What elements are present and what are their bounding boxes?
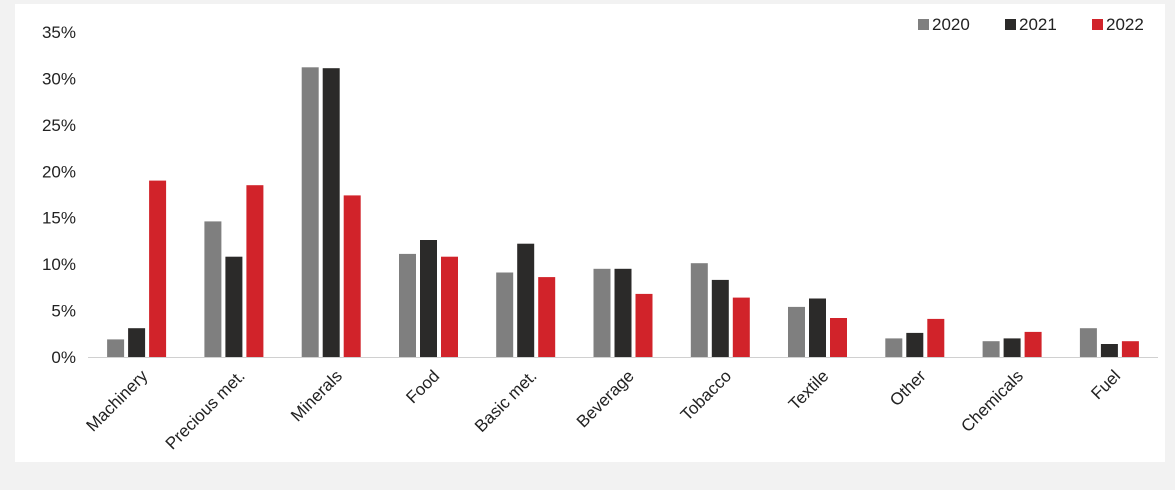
y-tick-label: 0% [51, 348, 76, 367]
bar [246, 185, 264, 357]
bar [690, 263, 708, 357]
x-tick-label: Tobacco [677, 366, 735, 424]
bar [1079, 328, 1097, 357]
bar [420, 240, 437, 357]
y-tick-label: 35% [42, 23, 76, 42]
bar [711, 279, 729, 357]
x-tick-label: Chemicals [957, 366, 1027, 436]
x-tick-label: Textile [785, 366, 833, 414]
legend-swatch [1092, 19, 1103, 30]
bar [927, 318, 945, 357]
legend-swatch [918, 19, 929, 30]
legend-label: 2022 [1106, 15, 1144, 34]
x-axis-labels: Machinery Precious met. Minerals Food Basic … [83, 366, 1125, 453]
y-tick-label: 25% [42, 116, 76, 135]
bar [1003, 338, 1021, 357]
legend: 2020 2021 2022 [918, 15, 1144, 34]
bar [517, 243, 535, 357]
bar [982, 341, 1000, 357]
bar [830, 318, 847, 357]
bar [322, 68, 340, 357]
legend-label: 2021 [1019, 15, 1057, 34]
bar [204, 221, 222, 357]
x-tick-label: Other [886, 366, 930, 410]
x-tick-label: Machinery [83, 366, 152, 435]
x-tick-label: Food [402, 366, 443, 407]
bar [441, 256, 458, 357]
legend-label: 2020 [932, 15, 970, 34]
x-tick-label: Fuel [1087, 366, 1124, 403]
y-tick-label: 10% [42, 255, 76, 274]
bar [635, 293, 653, 357]
bar [128, 328, 146, 357]
bar [107, 339, 125, 357]
y-tick-label: 20% [42, 162, 76, 181]
y-tick-label: 5% [51, 302, 76, 321]
bar [1024, 331, 1042, 357]
x-tick-label: Minerals [287, 366, 346, 425]
bar [788, 306, 805, 357]
bar [496, 272, 514, 357]
bar [225, 256, 243, 357]
bar [732, 297, 750, 357]
bar [809, 298, 826, 357]
bar [1100, 344, 1118, 357]
bar [343, 195, 361, 357]
bar [301, 67, 319, 358]
bar [149, 180, 167, 357]
bar [1121, 341, 1139, 357]
bar [906, 332, 924, 357]
bar [538, 277, 556, 357]
y-tick-label: 15% [42, 209, 76, 228]
y-tick-label: 30% [42, 69, 76, 88]
x-tick-label: Basic met. [471, 366, 541, 436]
bar [593, 268, 611, 357]
legend-swatch [1005, 19, 1016, 30]
x-tick-label: Beverage [573, 366, 638, 431]
bar [399, 253, 416, 357]
bar [885, 338, 903, 357]
bar [614, 268, 632, 357]
bars [107, 67, 1139, 358]
y-axis-ticks: 0% 5% 10% 15% 20% 25% 30% 35% [42, 23, 76, 367]
x-tick-label: Precious met. [162, 366, 249, 453]
